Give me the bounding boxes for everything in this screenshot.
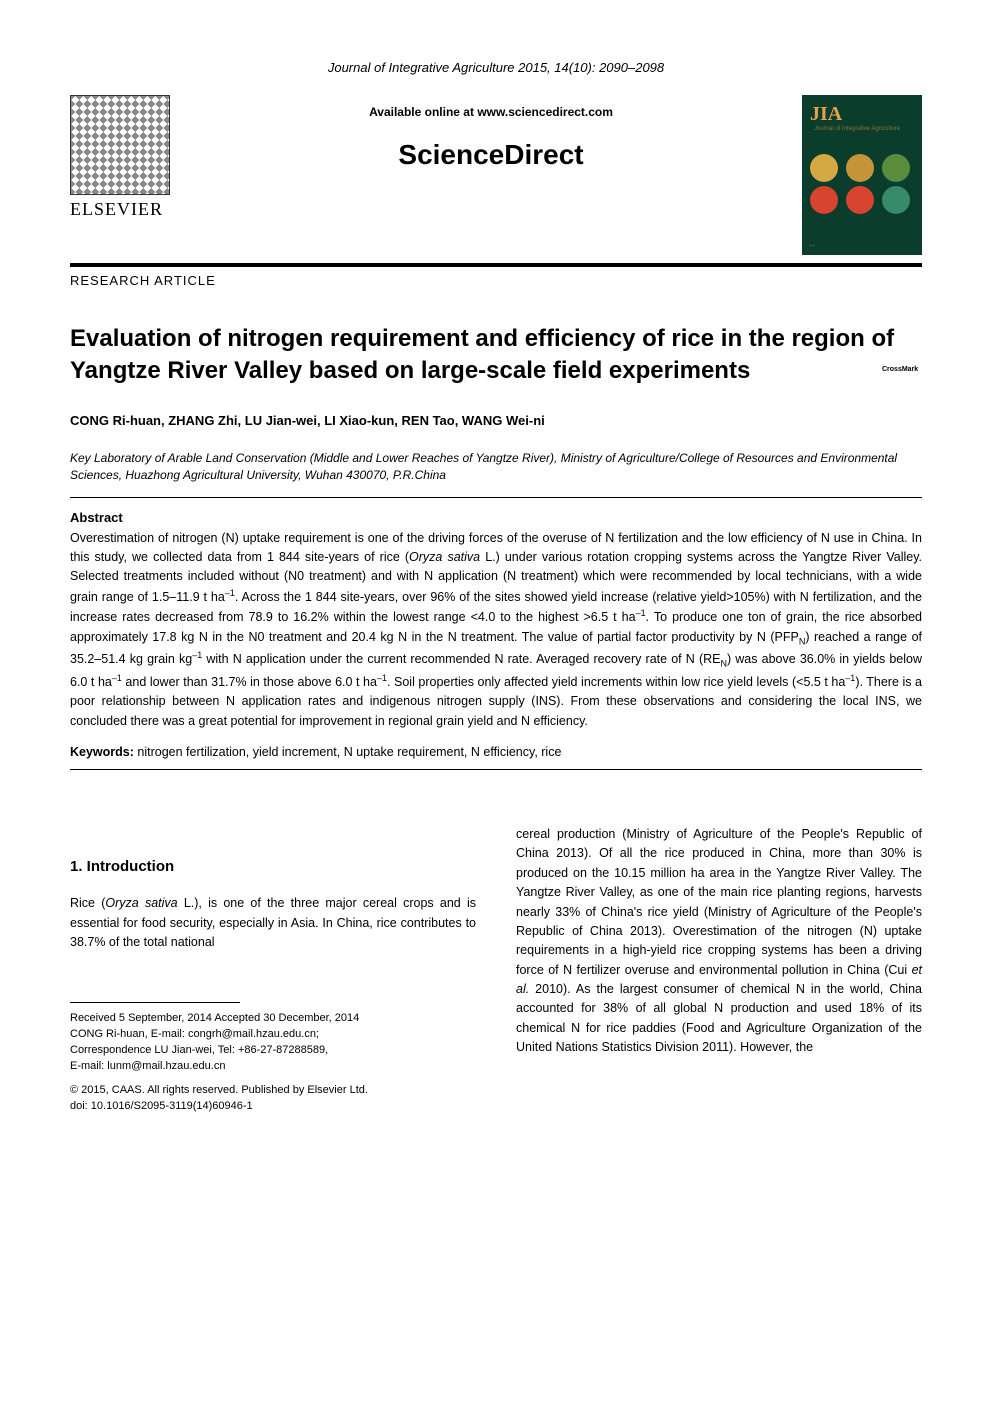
footnote-doi: doi: 10.1016/S2095-3119(14)60946-1 — [70, 1099, 476, 1115]
footnote-block: Received 5 September, 2014 Accepted 30 D… — [70, 1011, 476, 1115]
jia-cover-footer: ▪ ▪ — [810, 243, 914, 249]
jia-subtitle: Journal of Integrative Agriculture — [814, 126, 900, 132]
abstract-heading: Abstract — [70, 510, 922, 525]
intro-paragraph-right: cereal production (Ministry of Agricultu… — [516, 825, 922, 1058]
cover-circle-icon — [846, 154, 874, 182]
jia-logo-text: JIA — [810, 103, 842, 125]
elsevier-tree-icon — [70, 95, 170, 195]
footnote-author-email: CONG Ri-huan, E-mail: congrh@mail.hzau.e… — [70, 1027, 476, 1043]
intro-paragraph-left: Rice (Oryza sativa L.), is one of the th… — [70, 894, 476, 952]
right-column: cereal production (Ministry of Agricultu… — [516, 825, 922, 1115]
crossmark-label: CrossMark — [882, 366, 918, 373]
article-type-label: RESEARCH ARTICLE — [70, 273, 922, 288]
cover-circle-icon — [846, 186, 874, 214]
left-column: 1. Introduction Rice (Oryza sativa L.), … — [70, 825, 476, 1115]
footnote-email: E-mail: lunm@mail.hzau.edu.cn — [70, 1059, 476, 1075]
footnote-correspondence: Correspondence LU Jian-wei, Tel: +86-27-… — [70, 1043, 476, 1059]
journal-cover-thumbnail: JIA Journal of Integrative Agriculture ▪… — [802, 95, 922, 255]
jia-cover-circles — [810, 154, 914, 214]
keywords-label: Keywords: — [70, 745, 134, 759]
author-list: CONG Ri-huan, ZHANG Zhi, LU Jian-wei, LI… — [70, 413, 922, 428]
keywords-text: nitrogen fertilization, yield increment,… — [134, 745, 562, 759]
masthead: ELSEVIER Available online at www.science… — [70, 95, 922, 267]
divider — [70, 769, 922, 770]
affiliation-text: Key Laboratory of Arable Land Conservati… — [70, 450, 922, 485]
introduction-heading: 1. Introduction — [70, 855, 476, 878]
cover-circle-icon — [882, 186, 910, 214]
footnote-copyright: © 2015, CAAS. All rights reserved. Publi… — [70, 1083, 476, 1099]
cover-circle-icon — [810, 186, 838, 214]
abstract-body: Overestimation of nitrogen (N) uptake re… — [70, 529, 922, 732]
footnote-rule — [70, 1002, 240, 1003]
article-title: Evaluation of nitrogen requirement and e… — [70, 323, 922, 388]
keywords-line: Keywords: nitrogen fertilization, yield … — [70, 745, 922, 759]
available-online-text: Available online at www.sciencedirect.co… — [200, 105, 782, 119]
crossmark-badge[interactable]: CrossMark — [882, 348, 922, 398]
sciencedirect-title: ScienceDirect — [200, 139, 782, 171]
cover-circle-icon — [882, 154, 910, 182]
sciencedirect-block: Available online at www.sciencedirect.co… — [200, 95, 782, 171]
journal-header-line: Journal of Integrative Agriculture 2015,… — [70, 60, 922, 75]
elsevier-wordmark: ELSEVIER — [70, 199, 180, 220]
divider — [70, 497, 922, 498]
cover-circle-icon — [810, 154, 838, 182]
two-column-body: 1. Introduction Rice (Oryza sativa L.), … — [70, 825, 922, 1115]
footnote-received: Received 5 September, 2014 Accepted 30 D… — [70, 1011, 476, 1027]
article-title-text: Evaluation of nitrogen requirement and e… — [70, 325, 894, 384]
elsevier-logo-block: ELSEVIER — [70, 95, 180, 220]
